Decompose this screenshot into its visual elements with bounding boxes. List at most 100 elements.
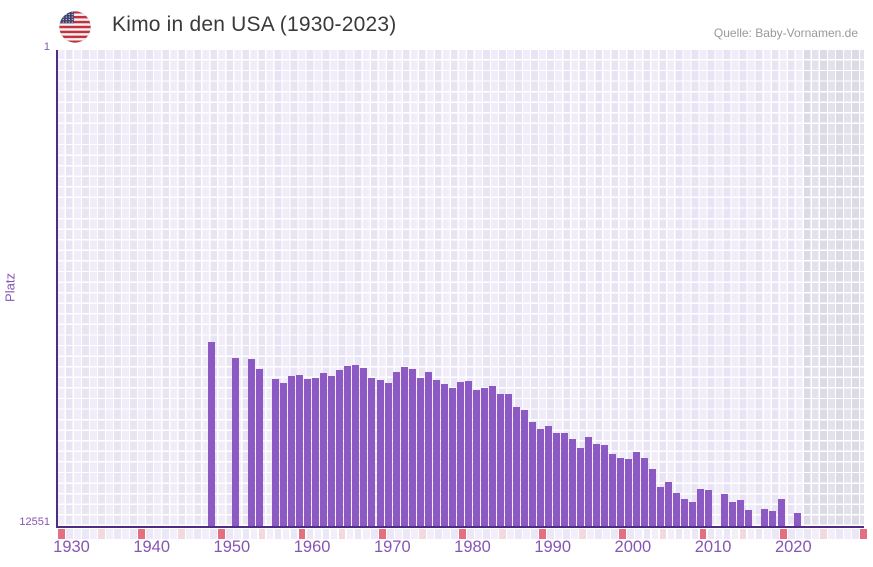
axis-tick-square: [178, 529, 186, 539]
axis-tick-square: [763, 529, 771, 539]
axis-tick-square: [130, 529, 137, 539]
axis-tick-square: [210, 529, 218, 539]
bar-1966: [360, 368, 368, 526]
axis-tick-square: [154, 529, 161, 539]
axis-tick-square: [218, 529, 226, 539]
bar-2017: [769, 511, 777, 526]
bar-1978: [456, 381, 464, 526]
axis-tick-square: [844, 529, 851, 539]
bar-1952: [248, 358, 256, 526]
axis-tick-square: [507, 529, 514, 539]
axis-tick-square: [755, 529, 763, 539]
axis-tick-square: [795, 529, 803, 539]
axis-tick-square: [98, 529, 105, 539]
axis-tick-square: [803, 529, 811, 539]
bar-2007: [689, 501, 697, 526]
axis-tick-square: [587, 529, 595, 539]
axis-tick-square: [635, 529, 643, 539]
axis-tick-square: [571, 529, 579, 539]
axis-tick-square: [370, 529, 378, 539]
axis-tick-square: [170, 529, 178, 539]
bar-1989: [544, 426, 552, 526]
axis-tick-square: [66, 529, 73, 539]
bar-2013: [737, 500, 745, 526]
x-axis-label-2020: 2020: [774, 538, 812, 556]
axis-tick-square: [402, 529, 410, 539]
bar-2002: [649, 468, 657, 526]
axis-tick-square: [378, 529, 386, 539]
bar-1995: [593, 443, 600, 526]
bar-1990: [552, 433, 560, 526]
axis-tick-square: [771, 529, 779, 539]
axis-tick-square: [627, 529, 635, 539]
bar-1965: [352, 364, 360, 526]
axis-tick-square: [739, 529, 747, 539]
y-axis-title: Platz: [2, 273, 18, 302]
bar-1960: [312, 378, 320, 526]
bar-2003: [657, 486, 665, 526]
axis-tick-square: [595, 529, 603, 539]
axis-tick-square: [258, 529, 266, 539]
axis-tick-square: [699, 529, 707, 539]
bar-2018: [777, 498, 785, 526]
x-axis-label-1960: 1960: [293, 538, 331, 556]
x-axis-label-1950: 1950: [213, 538, 251, 556]
axis-tick-square: [835, 529, 843, 539]
axis-tick-square: [483, 529, 490, 539]
bar-2011: [721, 494, 729, 526]
axis-tick-square: [58, 529, 65, 539]
bar-1967: [368, 378, 376, 526]
plot-grid: [58, 50, 864, 526]
bar-1996: [601, 445, 608, 526]
axis-tick-square: [715, 529, 723, 539]
axis-tick-square: [723, 529, 731, 539]
bar-1987: [528, 422, 536, 526]
axis-tick-square: [186, 529, 194, 539]
bar-1979: [464, 380, 472, 526]
bar-2004: [665, 481, 673, 526]
bar-1957: [288, 375, 296, 526]
axis-tick-square: [138, 529, 145, 539]
axis-tick-square: [475, 529, 482, 539]
axis-tick-square: [146, 529, 153, 539]
axis-tick-square: [386, 529, 394, 539]
axis-tick-square: [643, 529, 651, 539]
bar-1973: [416, 377, 424, 526]
axis-tick-square: [314, 529, 322, 539]
axis-tick-square: [234, 529, 242, 539]
bar-2016: [761, 508, 769, 526]
axis-tick-square: [603, 529, 611, 539]
axis-tick-square: [410, 529, 418, 539]
axis-tick-square: [779, 529, 787, 539]
axis-tick-square: [418, 529, 426, 539]
bar-1962: [328, 376, 336, 526]
axis-tick-square: [827, 529, 835, 539]
bar-1968: [376, 379, 384, 526]
bar-2000: [633, 451, 641, 526]
bar-1983: [496, 393, 504, 526]
bar-1982: [488, 386, 496, 526]
x-axis-tick-row: [58, 529, 870, 539]
axis-tick-square: [226, 529, 234, 539]
axis-tick-square: [651, 529, 659, 539]
axis-tick-square: [659, 529, 667, 539]
axis-tick-square: [266, 529, 274, 539]
axis-tick-square: [531, 529, 538, 539]
x-axis-label-1970: 1970: [373, 538, 411, 556]
bar-1988: [536, 428, 544, 526]
bar-2005: [673, 492, 681, 526]
bar-1975: [432, 379, 440, 526]
axis-tick-square: [555, 529, 562, 539]
bar-1981: [480, 388, 488, 526]
y-axis-min-label: 12551: [19, 516, 50, 528]
x-axis-label-2000: 2000: [614, 538, 652, 556]
bar-1991: [560, 433, 568, 526]
x-axis-label-1980: 1980: [454, 538, 491, 556]
axis-tick-square: [547, 529, 554, 539]
x-axis-label-1940: 1940: [133, 538, 171, 556]
axis-tick-square: [860, 529, 867, 539]
axis-tick-square: [298, 529, 306, 539]
axis-tick-square: [811, 529, 819, 539]
axis-tick-square: [282, 529, 290, 539]
plot-area: [56, 50, 864, 528]
